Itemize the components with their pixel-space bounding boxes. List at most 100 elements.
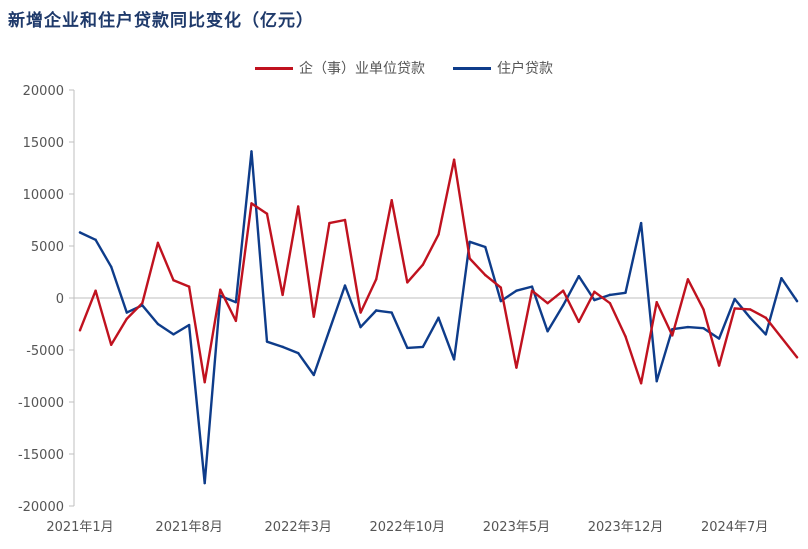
household-point [546,330,549,333]
y-tick-label: -20000 [18,500,64,515]
enterprise-point [374,278,378,281]
household-point [452,358,456,361]
household-point [234,300,238,304]
household-point [437,316,440,319]
household-point [717,337,721,340]
household-point [406,346,409,350]
enterprise-point [125,317,128,320]
household-point [156,322,160,326]
household-point [390,311,393,314]
y-tick-label: -5000 [26,344,64,359]
y-tick-label: 5000 [31,240,64,255]
enterprise-point [686,278,690,281]
enterprise-point [421,263,425,266]
y-tick-label: 0 [56,292,64,307]
household-point [109,265,113,268]
household-point [624,291,627,294]
y-tick-label: 15000 [23,136,64,151]
enterprise-point [203,381,206,384]
enterprise-point [468,257,471,260]
chart-legend: 企（事）业单位贷款 住户贷款 [0,58,808,78]
household-point [219,294,222,298]
x-tick-label: 2021年8月 [155,520,222,535]
household-point [686,325,690,329]
enterprise-point [297,205,300,208]
enterprise-point [312,315,316,318]
enterprise-point [546,302,549,305]
y-tick-label: -10000 [18,396,64,411]
enterprise-point [561,289,565,292]
legend-swatch-household [453,66,491,70]
household-point [297,351,300,355]
household-point [780,277,783,280]
chart-title: 新增企业和住户贷款同比变化（亿元） [8,11,314,31]
enterprise-point [172,279,175,282]
household-point [639,221,643,225]
household-point [172,333,175,336]
household-point [702,326,705,330]
household-point [187,323,191,327]
x-tick-label: 2023年12月 [588,520,664,535]
x-tick-label: 2024年7月 [701,520,768,535]
enterprise-point [717,364,721,367]
enterprise-point [265,212,269,215]
enterprise-point [671,334,674,337]
household-point [515,289,518,292]
enterprise-point [390,199,393,202]
household-point [374,309,378,312]
enterprise-point [359,311,362,314]
household-point [655,380,658,383]
enterprise-point [515,366,518,369]
enterprise-point [141,302,144,305]
series-line-enterprise [78,158,799,385]
household-point [265,340,269,343]
enterprise-point [780,336,783,339]
y-tick-label: 10000 [23,188,64,203]
household-point [141,304,144,307]
x-tick-label: 2022年3月 [265,520,332,535]
enterprise-point [406,281,409,284]
household-point [250,150,253,153]
household-point [312,373,316,377]
household-point [671,328,674,331]
enterprise-point [343,218,347,222]
enterprise-point [624,335,627,338]
enterprise-point [187,285,191,288]
enterprise-point [219,288,222,291]
enterprise-point [499,286,503,289]
x-tick-label: 2022年10月 [370,520,446,535]
enterprise-point [608,302,612,305]
enterprise-point [764,316,768,319]
household-point [733,297,736,301]
enterprise-point [639,382,643,385]
household-point [749,316,752,319]
household-point [421,345,425,349]
enterprise-point [452,158,456,161]
y-tick-label: 20000 [23,84,64,99]
household-point [468,240,471,244]
household-point [359,325,362,329]
household-point [328,329,331,332]
x-tick-label: 2023年5月 [483,520,550,535]
household-point [593,298,596,302]
enterprise-point [484,273,487,277]
enterprise-point [593,290,596,293]
household-point [125,311,128,314]
legend-item-household: 住户贷款 [453,58,553,78]
household-point [530,285,534,288]
enterprise-point [109,343,113,346]
legend-swatch-enterprise [255,66,293,70]
enterprise-point [234,319,238,323]
enterprise-point [281,293,284,297]
enterprise-point [733,307,736,310]
household-point [203,481,206,485]
legend-label-enterprise: 企（事）业单位贷款 [299,61,425,77]
household-point [608,293,612,297]
legend-item-enterprise: 企（事）业单位贷款 [255,58,425,78]
household-point [577,274,580,278]
enterprise-point [250,202,253,205]
enterprise-point [795,356,799,359]
household-point [281,345,284,349]
enterprise-point [577,320,580,324]
